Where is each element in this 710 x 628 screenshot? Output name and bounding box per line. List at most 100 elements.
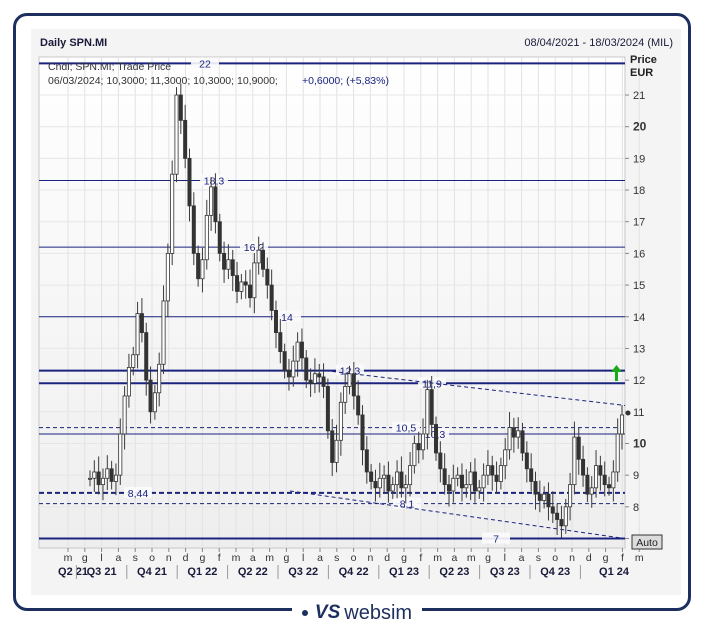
candle-body xyxy=(503,449,508,467)
candle-body xyxy=(615,433,620,473)
x-tick-label: f xyxy=(419,552,422,564)
candle-body xyxy=(516,430,521,438)
auto-scale-button[interactable]: Auto xyxy=(631,534,663,550)
candle-body xyxy=(477,487,482,492)
quarter-label: Q4 22 xyxy=(339,566,369,578)
level-label: 10,5 xyxy=(396,423,417,435)
candle-body xyxy=(459,474,464,489)
x-tick-label: o xyxy=(552,552,558,564)
candle-body xyxy=(563,506,568,527)
candle-body xyxy=(485,465,490,476)
candle-body xyxy=(122,395,127,435)
candle-body xyxy=(568,484,573,508)
candle-body xyxy=(304,357,309,381)
candle-body xyxy=(412,443,417,467)
candle-body xyxy=(321,376,326,387)
y-tick-label: 11 xyxy=(633,407,644,419)
candle-body xyxy=(273,310,278,333)
candle-body xyxy=(126,367,131,397)
x-tick-label: g xyxy=(82,552,88,564)
candle-body xyxy=(429,389,434,425)
candle-body xyxy=(118,433,123,476)
y-tick-label: 12 xyxy=(633,375,645,387)
candle-body xyxy=(187,157,192,207)
candle-body xyxy=(157,363,162,394)
quarter-label: Q3 23 xyxy=(490,566,520,578)
x-tick-label: a xyxy=(451,552,457,564)
candle-body xyxy=(347,373,352,387)
candle-body xyxy=(334,439,339,463)
candle-body xyxy=(351,373,356,397)
candle-body xyxy=(88,477,93,480)
x-tick-label: g xyxy=(485,552,491,564)
candle-body xyxy=(100,477,105,486)
candle-body xyxy=(464,484,469,489)
x-tick-label: n xyxy=(166,552,172,564)
y-tick-label: 14 xyxy=(633,312,645,324)
x-tick-label: a xyxy=(250,552,256,564)
candle-body xyxy=(421,433,426,451)
candle-body xyxy=(455,474,460,479)
candle-body xyxy=(131,354,136,368)
candle-body xyxy=(174,94,179,175)
x-tick-label: m xyxy=(433,552,442,564)
candle-body xyxy=(589,487,594,495)
candle-body xyxy=(217,221,222,254)
candle-body xyxy=(498,465,503,482)
candle-body xyxy=(235,275,240,292)
candle-body xyxy=(611,471,616,489)
candle-body xyxy=(408,465,413,486)
candle-body xyxy=(282,351,287,372)
brand: VS websim xyxy=(292,600,422,626)
x-tick-label: d xyxy=(183,552,189,564)
y-tick-label: 13 xyxy=(633,343,645,355)
candle-body xyxy=(178,94,183,121)
candle-body xyxy=(559,519,564,527)
candle-body xyxy=(533,481,538,495)
quarter-label: Q2 22 xyxy=(238,566,268,578)
candle-body xyxy=(204,214,209,261)
y-tick-label: 15 xyxy=(633,280,645,292)
x-tick-label: n xyxy=(367,552,373,564)
x-tick-label: f xyxy=(621,552,624,564)
candle-body xyxy=(183,119,188,159)
candle-body xyxy=(594,465,599,489)
x-tick-label: l xyxy=(504,552,506,564)
last-price-marker xyxy=(625,410,631,416)
candle-body xyxy=(325,386,330,432)
x-tick-label: s xyxy=(536,552,541,564)
candle-body xyxy=(109,468,114,482)
candle-body xyxy=(572,436,577,486)
candle-body xyxy=(369,471,374,482)
y-tick-label: 18 xyxy=(633,185,645,197)
x-tick-label: m xyxy=(232,552,241,564)
quarter-label: Q1 24 xyxy=(599,566,630,578)
price-axis-label: Price xyxy=(630,54,657,66)
candle-body xyxy=(239,281,244,292)
candle-body xyxy=(472,471,477,492)
candles xyxy=(88,83,625,538)
x-tick-label: g xyxy=(401,552,407,564)
candle-body xyxy=(291,360,296,378)
candle-body xyxy=(92,471,97,479)
x-tick-label: o xyxy=(351,552,357,564)
candle-body xyxy=(338,401,343,441)
candle-body xyxy=(261,249,266,270)
candle-body xyxy=(524,452,529,470)
quarter-label: Q1 22 xyxy=(187,566,217,578)
date-range: 08/04/2021 - 18/03/2024 (MIL) xyxy=(524,37,673,49)
quarter-label: Q3 21 xyxy=(87,566,117,578)
candle-body xyxy=(343,386,348,403)
candle-body xyxy=(152,392,157,413)
candle-body xyxy=(546,493,551,508)
level-label: 22 xyxy=(199,58,211,70)
quarter-label: Q2 21 xyxy=(58,566,88,578)
y-tick-label: 17 xyxy=(633,217,645,229)
candle-body xyxy=(96,471,101,486)
y-tick-label: 9 xyxy=(633,470,639,482)
x-tick-label: f xyxy=(218,552,221,564)
level-label: 7 xyxy=(493,533,499,545)
candle-body xyxy=(243,281,248,286)
